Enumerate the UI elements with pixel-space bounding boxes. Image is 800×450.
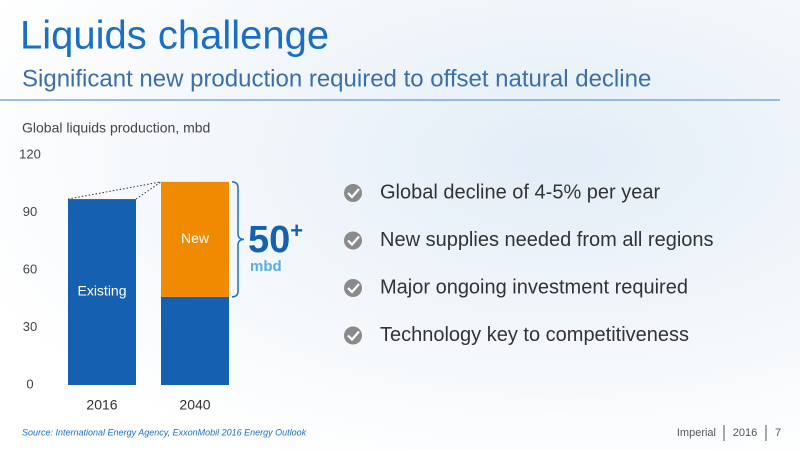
footer-page: 7 (775, 427, 781, 439)
check-mark (347, 235, 360, 247)
check-mark (347, 188, 360, 199)
bullet-text: Global decline of 4-5% per year (380, 181, 660, 203)
check-icon (344, 231, 362, 250)
check-icon (344, 184, 362, 202)
check-icon (344, 279, 362, 297)
check-icon (344, 326, 362, 345)
y-tick-label: 60 (23, 261, 37, 276)
bracket (231, 181, 245, 298)
connector (67, 181, 162, 200)
series-label: Existing (77, 283, 126, 299)
footer-year: 2016 (733, 427, 757, 439)
footer-company: Imperial (677, 427, 716, 439)
bar-segment (161, 181, 229, 297)
bullet-text: Major ongoing investment required (380, 276, 688, 298)
y-tick-label: 120 (19, 146, 41, 161)
x-tick-label: 2040 (179, 397, 210, 413)
annotation-unit: mbd (250, 258, 282, 275)
y-tick-label: 0 (26, 376, 33, 391)
slide-subtitle: Significant new production required to o… (22, 65, 651, 92)
connector (135, 181, 162, 200)
series-label: New (181, 230, 210, 246)
slide-title: Liquids challenge (20, 14, 329, 58)
bar-segment (161, 296, 229, 385)
bar-segment (68, 199, 136, 385)
annotation-suffix: + (290, 218, 303, 243)
chart-title: Global liquids production, mbd (22, 120, 210, 136)
annotation-value: 50+ (248, 218, 303, 261)
check-mark (347, 283, 360, 294)
y-tick-label: 30 (23, 319, 37, 334)
check-mark (347, 330, 360, 342)
y-tick-label: 90 (23, 204, 37, 219)
source-note: Source: International Energy Agency, Exx… (22, 427, 307, 437)
x-tick-label: 2016 (86, 397, 117, 413)
bullet-text: Technology key to competitiveness (380, 324, 689, 346)
annotation-number: 50 (248, 219, 290, 261)
bullet-text: New supplies needed from all regions (380, 229, 714, 251)
